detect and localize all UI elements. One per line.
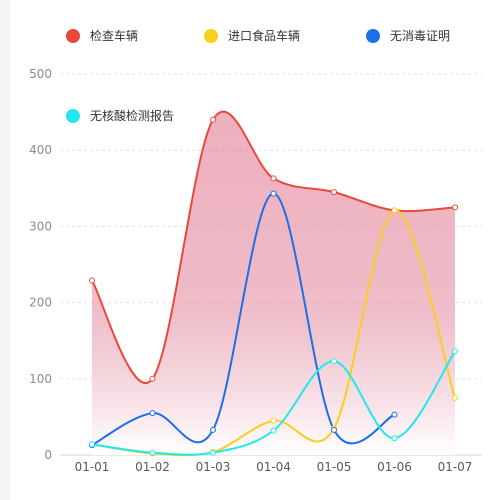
x-tick-label: 01-02 — [135, 460, 170, 474]
y-tick-label: 100 — [29, 372, 52, 386]
data-point — [452, 394, 458, 401]
x-tick-label: 01-01 — [75, 460, 110, 474]
data-point — [210, 116, 216, 123]
data-point — [149, 449, 156, 456]
data-point — [149, 375, 156, 382]
data-point — [210, 449, 216, 456]
legend-label: 无核酸检测报告 — [90, 108, 174, 123]
legend-marker — [366, 29, 380, 43]
data-point — [270, 190, 277, 197]
data-point — [210, 426, 216, 433]
legend-label: 无消毒证明 — [390, 29, 450, 43]
data-point — [270, 427, 277, 434]
x-tick-label: 01-04 — [256, 460, 291, 474]
data-point — [331, 426, 337, 433]
legend-marker — [66, 109, 80, 123]
x-tick-label: 01-03 — [196, 460, 231, 474]
y-tick-label: 500 — [29, 67, 52, 81]
area-fill — [92, 111, 455, 455]
legend-item[interactable]: 无核酸检测报告 — [66, 108, 174, 123]
axis-labels: 0 100 200 300 400 500 01-01 01-02 01-03 01-04 01-0… — [29, 67, 472, 474]
data-point — [391, 207, 398, 214]
y-tick-label: 300 — [29, 219, 52, 233]
data-point — [89, 441, 95, 448]
x-tick-label: 01-05 — [317, 460, 352, 474]
y-tick-label: 400 — [29, 143, 52, 157]
data-point — [270, 417, 277, 424]
data-point — [391, 435, 398, 442]
legend-item[interactable]: 进口食品车辆 — [204, 28, 300, 43]
area-layer — [92, 111, 455, 455]
data-point — [452, 204, 458, 211]
y-tick-label: 0 — [44, 448, 52, 462]
x-tick-label: 01-07 — [438, 460, 473, 474]
y-tick-label: 200 — [29, 296, 52, 310]
data-point — [331, 189, 337, 196]
legend-label: 检查车辆 — [90, 28, 138, 43]
data-point — [331, 358, 337, 365]
x-tick-label: 01-06 — [377, 460, 412, 474]
data-point — [89, 277, 95, 284]
data-points — [89, 116, 458, 457]
data-point — [270, 175, 277, 182]
legend-label: 进口食品车辆 — [228, 28, 300, 43]
series-line — [91, 110, 456, 384]
data-point — [149, 410, 156, 417]
data-point — [452, 348, 458, 355]
legend-marker — [204, 29, 218, 43]
legend-item[interactable]: 无消毒证明 — [366, 29, 450, 43]
legend-item[interactable]: 检查车辆 — [66, 28, 138, 43]
data-point — [391, 411, 398, 418]
legend-marker — [66, 29, 80, 43]
